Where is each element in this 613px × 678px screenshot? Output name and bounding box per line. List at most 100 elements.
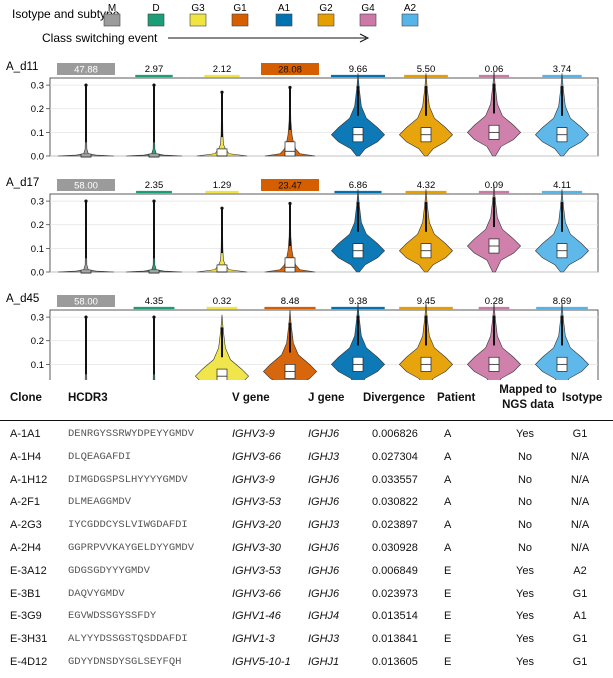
- cell-isotype: N/A: [570, 473, 590, 486]
- cell-isotype: A1: [573, 610, 587, 623]
- y-tick-label: 0.2: [31, 336, 44, 347]
- cell-jgene: IGHJ3: [308, 450, 340, 463]
- cell-divergence: 0.023973: [372, 587, 418, 600]
- cell-mapped: Yes: [516, 587, 534, 600]
- cell-patient: A: [444, 450, 452, 463]
- cell-jgene: IGHJ6: [308, 473, 340, 486]
- outlier-top-G1: [288, 85, 292, 90]
- outlier-top-G1: [288, 201, 292, 206]
- cell-patient: A: [444, 542, 452, 554]
- table-row: A-1H4 DLQEAGAFDI IGHV3-66 IGHJ3 0.027304 A No N…: [0, 451, 613, 473]
- cell-mapped: Yes: [516, 656, 534, 668]
- outlier-top-G2: [424, 85, 428, 90]
- outlier-top-D: [152, 199, 156, 203]
- percentage-label-M: 58.00: [74, 181, 98, 192]
- percentage-label-A1: 6.86: [349, 180, 368, 191]
- percentage-label-D: 2.35: [145, 180, 164, 191]
- violin-G4: [466, 184, 522, 273]
- legend-label-M: M: [108, 3, 116, 14]
- legend-label-D: D: [152, 3, 159, 14]
- cell-jgene: IGHJ1: [308, 656, 340, 668]
- header-jgene: J gene: [308, 392, 345, 404]
- cell-isotype: N/A: [570, 450, 590, 463]
- cell-clone: A-2G3: [10, 519, 42, 532]
- arrow-head: [359, 33, 370, 43]
- cell-clone: E-3G9: [10, 610, 42, 623]
- y-tick-label: 0.2: [31, 220, 44, 231]
- panel-title-A_d17: A_d17: [6, 177, 39, 189]
- legend-swatch-G4: [359, 13, 377, 27]
- outlier-top-A2: [560, 315, 564, 319]
- percentage-bar-G1: [261, 63, 319, 75]
- y-tick-label: 0.1: [31, 360, 44, 371]
- percentage-label-D: 4.35: [145, 296, 164, 307]
- outlier-top-G2: [424, 201, 428, 206]
- table-row: A-2F1 DLMEAGGMDV IGHV3-53 IGHJ6 0.030822 A No N…: [0, 496, 613, 518]
- cell-hcdr3: GDGSGDYYYGMDV: [68, 564, 150, 577]
- cell-hcdr3: DENRGYSSRWYDPEYYGMDV: [68, 428, 195, 440]
- y-tick-label: 0.0: [31, 152, 44, 163]
- cell-mapped: Yes: [516, 610, 534, 623]
- percentage-label-G1: 23.47: [278, 181, 302, 192]
- percentage-label-G2: 4.32: [417, 180, 436, 191]
- outlier-top-M: [84, 83, 88, 87]
- cell-patient: E: [444, 633, 452, 646]
- cell-mapped: No: [517, 519, 533, 532]
- cell-vgene: IGHV3-9: [232, 473, 275, 486]
- legend-label-A1: A1: [278, 3, 291, 14]
- box-G3: [216, 264, 228, 273]
- box-G3: [216, 148, 228, 157]
- cell-vgene: IGHV3-53: [232, 564, 281, 577]
- percentage-bar-M: [57, 295, 115, 307]
- cell-clone: E-3B1: [10, 587, 41, 600]
- cell-clone: A-1A1: [10, 428, 41, 440]
- table-row: E-3G9 EGVWDSSGYSSFDY IGHV1-46 IGHJ4 0.013514…: [0, 610, 613, 632]
- cell-divergence: 0.013605: [372, 656, 418, 668]
- cell-patient: A: [444, 428, 452, 440]
- outlier-top-G3: [220, 90, 224, 94]
- percentage-label-G4: 0.28: [485, 296, 504, 307]
- table-row: E-3B1 DAQVYGMDV IGHV3-66 IGHJ6 0.023973 E Yes G…: [0, 588, 613, 610]
- cell-isotype: N/A: [570, 542, 590, 554]
- cell-patient: E: [444, 656, 452, 668]
- cell-hcdr3: GDYYDNSDYSGLSEYFQH: [68, 656, 182, 668]
- y-tick-label: 0.3: [31, 197, 44, 208]
- outlier-top-A1: [356, 85, 360, 90]
- header-hcdr3: HCDR3: [68, 392, 108, 404]
- percentage-label-A1: 9.38: [349, 296, 368, 307]
- outlier-top-M: [84, 315, 88, 319]
- cell-mapped: Yes: [516, 428, 534, 440]
- cell-isotype: A2: [573, 564, 587, 577]
- legend-swatch-G3: [189, 13, 207, 27]
- cell-jgene: IGHJ6: [308, 428, 340, 440]
- y-tick-label: 0.3: [31, 81, 44, 92]
- box-G3: [216, 368, 228, 380]
- legend-swatch-G2: [317, 13, 335, 27]
- percentage-label-M: 58.00: [74, 297, 98, 308]
- percentage-bar-M: [57, 63, 115, 75]
- cell-hcdr3: ALYYYDSSGSTQSDDAFDI: [68, 633, 188, 646]
- box-G1: [284, 141, 296, 157]
- cell-mapped: No: [517, 542, 533, 554]
- outlier-top-A1: [356, 315, 360, 319]
- outlier-top-D: [152, 83, 156, 87]
- cell-jgene: IGHJ6: [308, 564, 340, 577]
- cell-patient: E: [444, 610, 452, 623]
- cell-hcdr3: EGVWDSSGYSSFDY: [68, 610, 157, 623]
- percentage-label-G3: 2.12: [213, 64, 232, 75]
- percentage-label-G1: 28.08: [278, 65, 302, 76]
- legend-swatch-M: [103, 13, 121, 27]
- cell-divergence: 0.013514: [372, 610, 418, 623]
- cell-vgene: IGHV1-46: [232, 610, 281, 623]
- outlier-top-A2: [560, 85, 564, 90]
- legend-label-G1: G1: [233, 3, 247, 14]
- percentage-bar-M: [57, 179, 115, 191]
- cell-jgene: IGHJ3: [308, 519, 340, 532]
- percentage-label-D: 2.97: [145, 64, 164, 75]
- cell-hcdr3: DAQVYGMDV: [68, 587, 125, 600]
- cell-mapped: No: [517, 473, 533, 486]
- legend-title: Isotype and subtype: [12, 7, 120, 21]
- legend-swatch-A1: [275, 13, 293, 27]
- panel-frame: [49, 77, 599, 157]
